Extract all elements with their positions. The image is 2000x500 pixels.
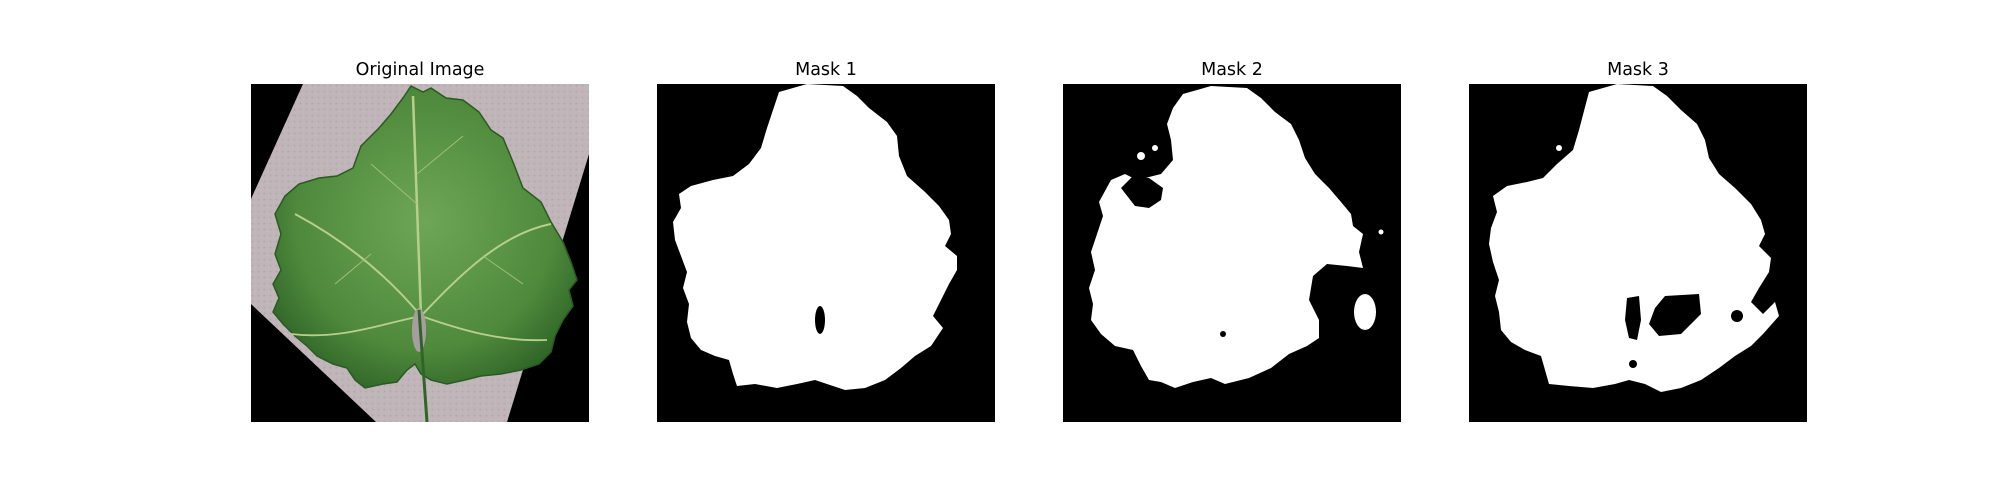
panel-mask-2: Mask 2 <box>1063 0 1401 500</box>
panel-mask-3: Mask 3 <box>1469 0 1807 500</box>
segmentation-mask-2 <box>1063 84 1401 422</box>
panel-title: Original Image <box>355 60 485 80</box>
panel-mask-1: Mask 1 <box>657 0 995 500</box>
panel-title: Mask 2 <box>1201 60 1263 80</box>
segmentation-mask-1 <box>657 84 995 422</box>
segmentation-mask-3 <box>1469 84 1807 422</box>
grape-leaf-photo <box>251 84 589 422</box>
panel-title: Mask 3 <box>1607 60 1669 80</box>
panel-title: Mask 1 <box>795 60 857 80</box>
panel-original-image: Original Image <box>251 0 589 500</box>
